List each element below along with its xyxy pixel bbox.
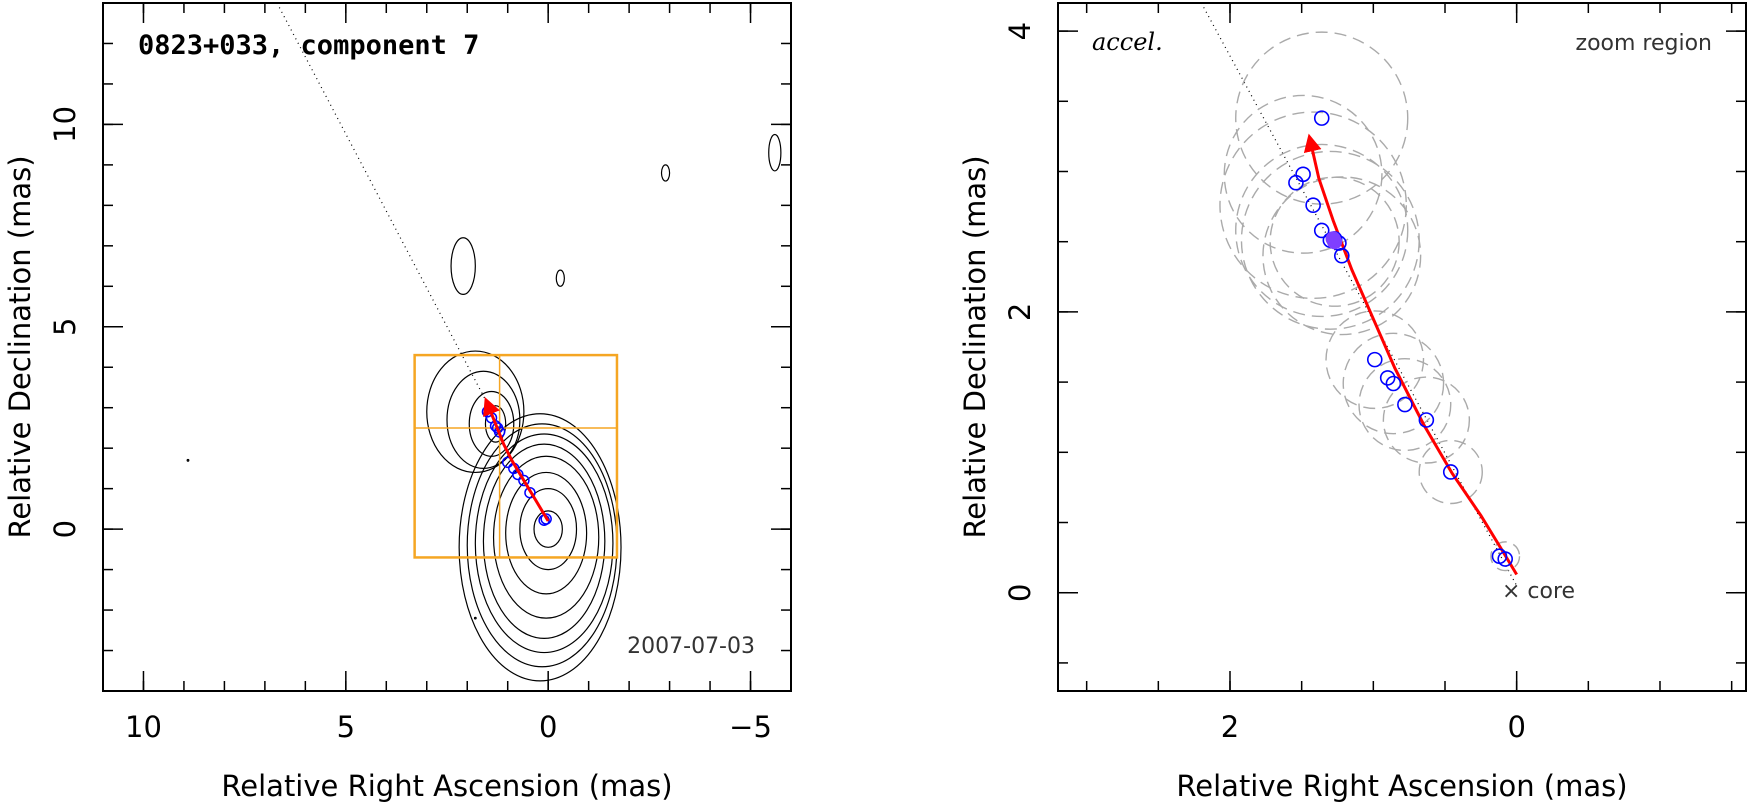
right-component-marker [1397,396,1413,413]
right-x-tick-label: 0 [1507,710,1525,744]
left-plot-area: 10 5 0 −5 0 5 10 [48,2,792,744]
gaussian-size-circle [1223,94,1383,254]
right-component-marker [1288,174,1304,191]
right-component-marker [1313,222,1330,239]
contour-blob [660,164,671,182]
contour-map [186,133,782,682]
gaussian-size-circle [1490,541,1521,572]
right-y-tick-label: 4 [1003,22,1037,40]
contour-ring [482,443,606,639]
contour-ring [505,471,588,595]
left-frame [102,2,792,692]
contour-ring [519,488,578,571]
gaussian-size-circle [1219,111,1408,300]
gaussian-size-circle [1262,176,1422,336]
left-x-tick-label: 5 [337,710,355,744]
right-component-marker [1385,375,1402,392]
gaussian-size-circle [1358,358,1452,452]
right-component-marker [1313,110,1330,126]
gaussian-size-circle [1269,176,1400,307]
right-filled-component [1325,231,1341,247]
left-y-tick-label: 10 [48,106,82,143]
contour-blob [555,269,565,287]
left-x-tick-label: 10 [125,710,162,744]
right-component-marker [1497,551,1513,567]
gaussian-size-circle [1235,143,1409,318]
right-projection-line [1200,2,1518,586]
right-y-tick-label: 2 [1003,303,1037,321]
right-x-tick-label: 2 [1221,710,1239,744]
right-zoom-label: zoom region [1576,31,1712,56]
gaussian-size-circle [1235,31,1409,205]
gaussian-size-circle [1382,376,1471,464]
left-x-tick-label: 0 [539,710,557,744]
core-label: × core [1502,579,1575,604]
left-projection-line [276,2,489,404]
contour-ring [533,510,563,548]
right-component-marker [1379,370,1396,386]
right-y-tick-label: 0 [1003,583,1037,601]
left-trajectory-arrow [483,396,550,522]
contour-ring [474,433,614,654]
right-x-axis-label: Relative Right Ascension (mas) [1176,769,1627,803]
right-plot-area: 2 0 0 2 4 [1003,2,1746,744]
contour-ring [426,350,525,474]
right-component-marker [1442,464,1459,480]
left-panel-title: 0823+033, component 7 [138,30,479,61]
right-component-marker [1366,351,1383,368]
contour-ring [492,455,600,619]
contour-ring [468,390,515,457]
left-y-tick-label: 0 [48,520,82,538]
gaussian-size-circle [1418,439,1483,505]
right-component-marker [1418,412,1435,428]
right-component-marker [1305,197,1321,213]
right-frame [1057,2,1747,692]
gaussian-size-circle [1342,332,1445,435]
left-component-marker [518,474,530,487]
gaussian-size-circle [1240,150,1420,330]
gaussian-size-circle [1325,310,1425,410]
left-y-tick-label: 5 [48,318,82,336]
contour-blob [186,458,190,462]
right-trajectory-arrow [1303,133,1518,576]
contour-blob [768,133,782,172]
contour-blob [450,237,476,295]
contour-blob [473,616,477,620]
right-component-marker [1295,166,1311,183]
contour-ring [458,413,622,682]
left-x-axis-label: Relative Right Ascension (mas) [221,769,672,803]
contour-ring [446,370,521,470]
left-component-marker [524,486,536,499]
left-x-tick-label: −5 [729,710,772,744]
zoom-box [413,353,619,559]
left-panel: 10 5 0 −5 0 5 10 0823+033, component 7 2007-07… [3,2,792,803]
left-date-label: 2007-07-03 [627,634,755,659]
right-accel-label: accel. [1092,28,1163,56]
right-panel: 2 0 0 2 4 accel. zoom region × core Relative… [958,2,1747,803]
left-y-axis-label: Relative Declination (mas) [3,155,37,538]
right-y-axis-label: Relative Declination (mas) [958,155,992,538]
